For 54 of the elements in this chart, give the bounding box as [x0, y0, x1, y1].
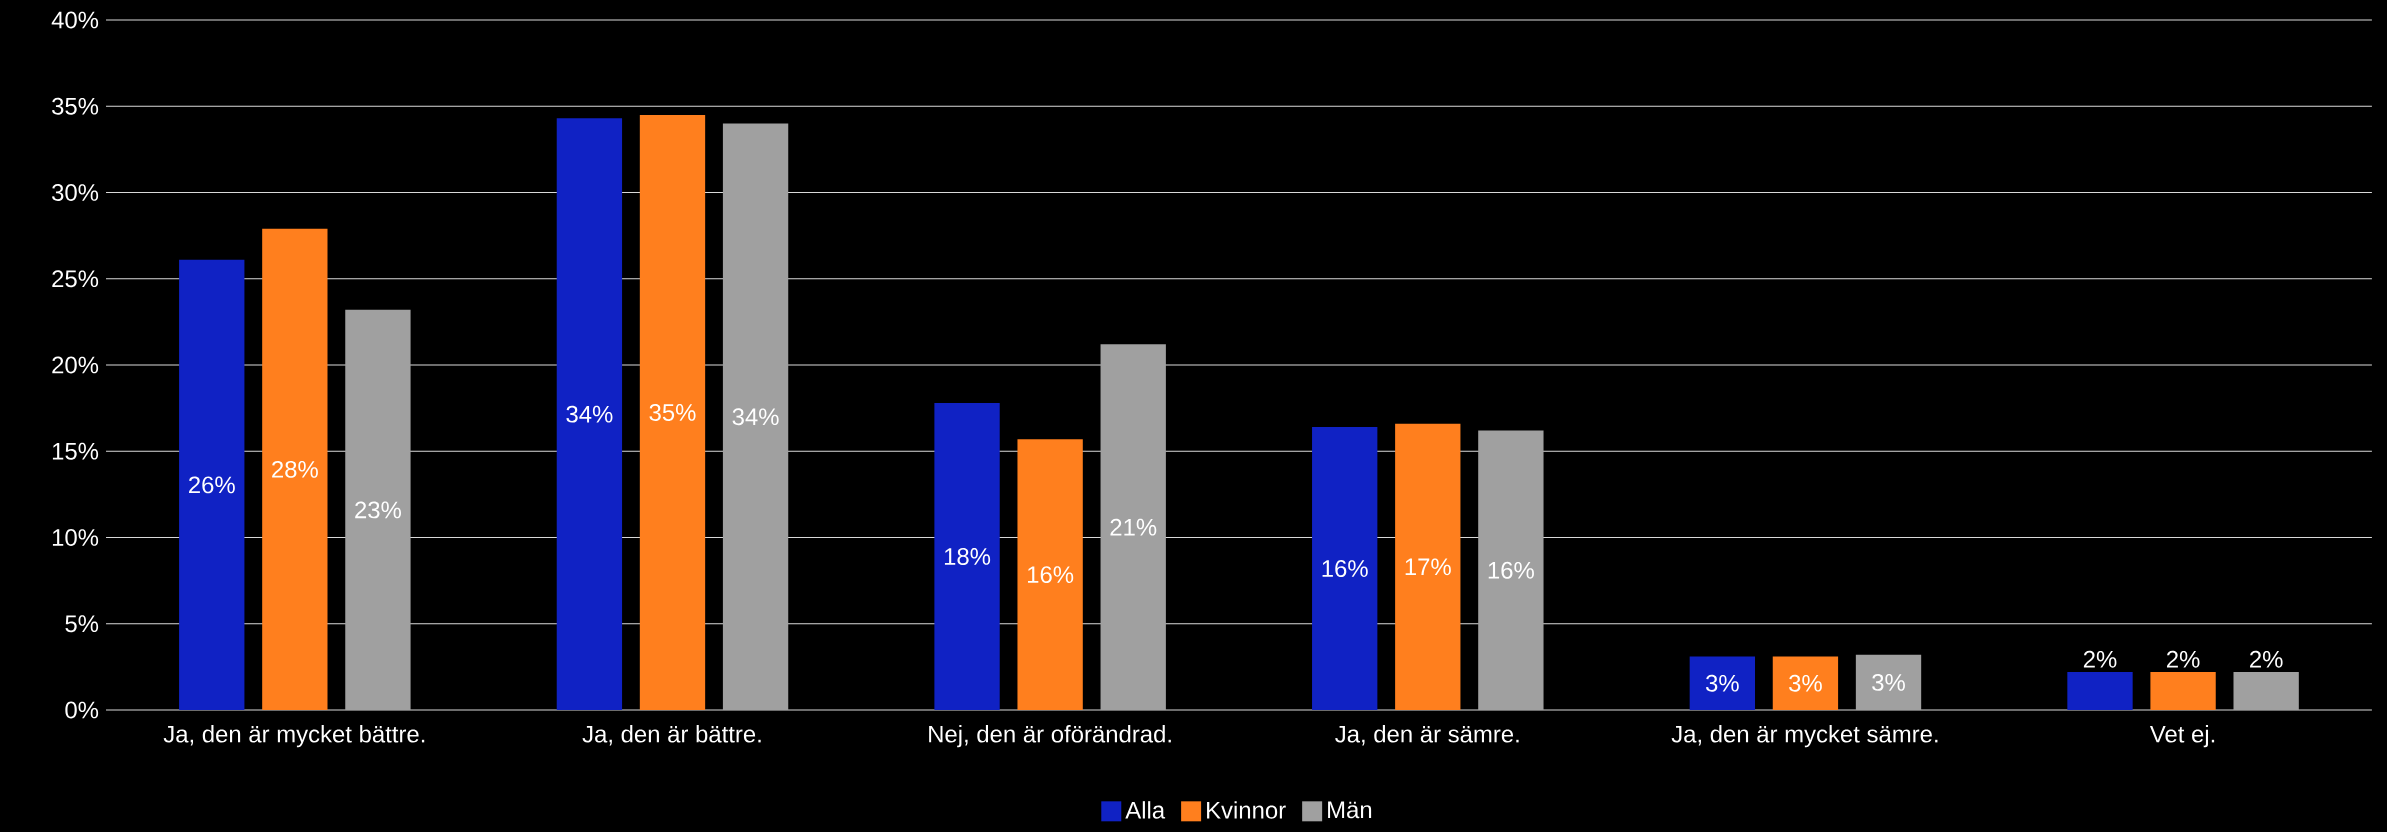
y-tick-label: 30% — [52, 184, 99, 201]
bar — [556, 118, 623, 710]
data-label: 3% — [1789, 674, 1822, 692]
y-tick-label: 40% — [51, 11, 99, 29]
data-label: 3% — [1872, 673, 1905, 691]
legend-label: Alla — [1125, 801, 1166, 819]
x-tick-label: Ja, den är mycket sämre. — [1671, 725, 1938, 748]
data-label: 2% — [2166, 650, 2200, 668]
bar — [934, 402, 1000, 710]
bar — [1689, 656, 1756, 710]
y-tick-label: 15% — [52, 442, 99, 460]
data-label: 16% — [1028, 566, 1074, 584]
data-label: 21% — [1110, 518, 1157, 536]
x-tick-label: Ja, den är bättre. — [582, 725, 761, 746]
data-label: 26% — [189, 476, 235, 494]
bar — [1855, 654, 1922, 710]
data-label: 2% — [2083, 650, 2117, 668]
bar — [2150, 672, 2216, 710]
bar — [1017, 439, 1083, 710]
bar — [722, 123, 789, 710]
bar — [262, 228, 328, 710]
data-label: 2% — [2250, 650, 2283, 668]
data-label: 28% — [272, 460, 318, 478]
bar — [1478, 430, 1544, 710]
x-tick-label: Ja, den är mycket bättre. — [163, 725, 425, 748]
bar — [1100, 344, 1166, 710]
x-tick-label: Vet ej. — [2149, 725, 2215, 748]
y-tick-label: 20% — [52, 356, 99, 374]
data-label: 16% — [1322, 560, 1368, 577]
bar — [2233, 672, 2299, 710]
data-label: 3% — [1705, 674, 1739, 692]
bar — [639, 114, 706, 710]
data-label: 23% — [355, 501, 401, 519]
y-tick-label: 10% — [52, 529, 99, 546]
y-tick-label: 5% — [65, 615, 99, 633]
bar — [179, 259, 245, 710]
data-label: 17% — [1405, 558, 1451, 576]
bar — [1312, 427, 1378, 710]
data-label: 35% — [649, 403, 696, 421]
legend-label: Kvinnor — [1207, 801, 1286, 819]
y-tick-label: 25% — [52, 270, 99, 288]
bar — [1772, 656, 1839, 710]
x-tick-label: Nej, den är oförändrad. — [929, 725, 1171, 748]
x-tick-label: Ja, den är sämre. — [1335, 725, 1519, 746]
data-label: 16% — [1488, 561, 1534, 579]
y-tick-label: 0% — [65, 701, 99, 719]
bar — [1395, 423, 1461, 710]
data-label: 18% — [944, 548, 991, 565]
bar — [345, 309, 411, 710]
data-label: 34% — [566, 405, 613, 423]
y-tick-label: 35% — [52, 97, 99, 115]
bar — [2067, 672, 2133, 710]
data-label: 34% — [732, 408, 779, 426]
legend-label: Män — [1328, 801, 1372, 819]
